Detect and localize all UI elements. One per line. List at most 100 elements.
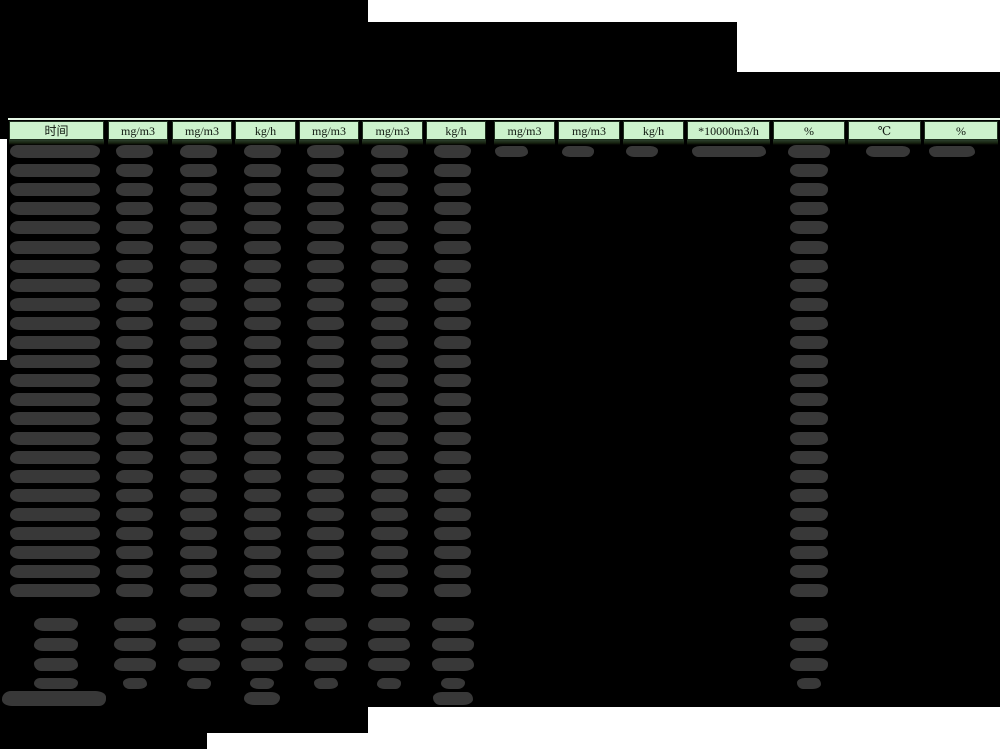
redacted-cell-value	[370, 183, 408, 196]
redacted-cell-value	[180, 489, 217, 502]
redacted-cell-value	[789, 451, 828, 464]
redacted-cell-value	[116, 298, 153, 311]
header-shadow-band	[848, 140, 921, 145]
redacted-cell-value	[116, 183, 153, 196]
redacted-cell-value	[116, 508, 153, 521]
column-header-label: mg/m3	[507, 123, 542, 138]
redacted-cell-value	[307, 508, 344, 521]
redacted-timestamp	[10, 584, 100, 597]
header-shadow-band	[299, 140, 359, 145]
redacted-cell-value	[928, 146, 975, 157]
redacted-timestamp	[10, 432, 100, 445]
redacted-summary-value	[177, 638, 220, 651]
redacted-cell-value	[116, 202, 153, 215]
redacted-summary-value	[431, 618, 474, 631]
redacted-cell-value	[116, 432, 153, 445]
redacted-cell-value	[180, 584, 217, 597]
redacted-timestamp	[10, 412, 100, 425]
column-header-label: mg/m3	[571, 123, 606, 138]
redacted-cell-value	[307, 374, 344, 387]
redacted-cell-value	[307, 317, 344, 330]
redacted-cell-value	[307, 145, 344, 158]
column-header-7[interactable]: mg/m3	[494, 121, 555, 140]
redacted-summary-value	[377, 678, 401, 689]
redacted-cell-value	[789, 355, 828, 368]
redacted-cell-value	[116, 317, 153, 330]
column-header-5[interactable]: mg/m3	[362, 121, 423, 140]
redacted-timestamp	[10, 145, 100, 158]
redacted-timestamp	[10, 527, 100, 540]
redacted-cell-value	[180, 508, 217, 521]
redacted-cell-value	[789, 489, 828, 502]
header-shadow-band	[9, 140, 104, 145]
column-header-label: mg/m3	[184, 123, 219, 138]
column-header-10[interactable]: *10000m3/h	[687, 121, 770, 140]
redacted-cell-value	[787, 145, 830, 158]
redacted-cell-value	[180, 164, 217, 177]
redacted-cell-value	[307, 336, 344, 349]
column-header-2[interactable]: mg/m3	[172, 121, 232, 140]
column-header-6[interactable]: kg/h	[426, 121, 486, 140]
redacted-cell-value	[370, 432, 408, 445]
redacted-timestamp	[10, 489, 100, 502]
header-shadow-band	[687, 140, 770, 145]
redacted-summary-value	[177, 618, 220, 631]
column-header-9[interactable]: kg/h	[623, 121, 684, 140]
redacted-cell-value	[789, 336, 828, 349]
column-header-4[interactable]: mg/m3	[299, 121, 359, 140]
redacted-summary-label	[34, 678, 78, 689]
redacted-footer-value	[244, 692, 280, 705]
redacted-summary-value	[368, 618, 410, 631]
redacted-cell-value	[434, 355, 471, 368]
redacted-cell-value	[370, 145, 408, 158]
redacted-cell-value	[116, 470, 153, 483]
redacted-cell-value	[434, 183, 471, 196]
redacted-cell-value	[434, 508, 471, 521]
redacted-summary-value	[113, 658, 156, 671]
column-header-0[interactable]: 时间	[9, 121, 104, 140]
redacted-cell-value	[789, 565, 828, 578]
redacted-cell-value	[243, 451, 281, 464]
redacted-cell-value	[434, 489, 471, 502]
redacted-cell-value	[434, 584, 471, 597]
redacted-cell-value	[692, 146, 766, 157]
redacted-cell-value	[180, 145, 217, 158]
column-header-13[interactable]: %	[924, 121, 998, 140]
column-header-12[interactable]: ℃	[848, 121, 921, 140]
redacted-cell-value	[789, 260, 828, 273]
redacted-summary-value	[304, 658, 347, 671]
redacted-footer-value	[432, 692, 473, 705]
column-header-11[interactable]: %	[773, 121, 845, 140]
redacted-cell-value	[243, 355, 281, 368]
redacted-cell-value	[116, 393, 153, 406]
redacted-cell-value	[243, 508, 281, 521]
redacted-cell-value	[370, 546, 408, 559]
header-shadow-band	[623, 140, 684, 145]
header-shadow-band	[558, 140, 620, 145]
redacted-cell-value	[243, 202, 281, 215]
column-header-3[interactable]: kg/h	[235, 121, 296, 140]
redacted-timestamp	[10, 393, 100, 406]
redacted-cell-value	[180, 183, 217, 196]
redacted-cell-value	[116, 584, 153, 597]
column-header-1[interactable]: mg/m3	[108, 121, 168, 140]
redacted-cell-value	[789, 432, 828, 445]
redacted-summary-value	[177, 658, 220, 671]
redacted-summary-value	[313, 678, 338, 689]
redacted-footer-label	[2, 691, 106, 706]
redacted-cell-value	[243, 374, 281, 387]
redacted-cell-value	[370, 584, 408, 597]
column-header-label: mg/m3	[311, 123, 346, 138]
redacted-summary-value	[431, 638, 474, 651]
redacted-cell-value	[180, 374, 217, 387]
redacted-summary-label	[34, 618, 78, 631]
redacted-summary-value	[186, 678, 211, 689]
redacted-cell-value	[307, 527, 344, 540]
redacted-cell-value	[434, 451, 471, 464]
redacted-cell-value	[116, 279, 153, 292]
column-header-8[interactable]: mg/m3	[558, 121, 620, 140]
redacted-cell-value	[370, 279, 408, 292]
redacted-cell-value	[180, 279, 217, 292]
redacted-cell-value	[434, 527, 471, 540]
redacted-timestamp	[10, 183, 100, 196]
